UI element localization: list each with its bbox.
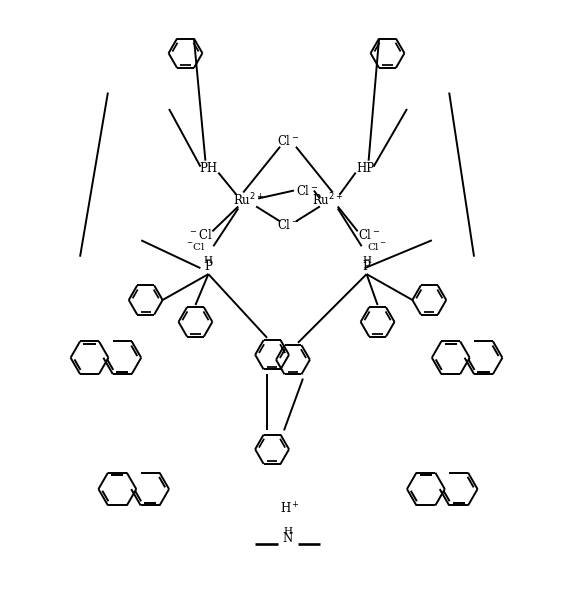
Text: Ru$^{2+}$: Ru$^{2+}$: [312, 192, 343, 209]
Text: Cl$^-$: Cl$^-$: [296, 184, 319, 197]
Text: Cl$^-$: Cl$^-$: [358, 228, 381, 242]
Text: PH: PH: [199, 162, 218, 175]
Text: $^{-}$Cl: $^{-}$Cl: [186, 241, 206, 252]
Text: Cl$^-$: Cl$^-$: [276, 134, 300, 148]
Text: P: P: [204, 260, 213, 273]
Text: N: N: [283, 532, 293, 545]
Text: HP: HP: [357, 162, 374, 175]
Text: Cl$^-$: Cl$^-$: [366, 241, 386, 252]
Text: H: H: [204, 256, 213, 265]
Text: Cl$^-$: Cl$^-$: [276, 218, 300, 233]
Text: H$^+$: H$^+$: [280, 501, 300, 517]
Text: $^-$Cl: $^-$Cl: [188, 228, 213, 242]
Text: P: P: [363, 260, 370, 273]
Text: Ru$^{2+}$: Ru$^{2+}$: [233, 192, 264, 209]
Text: H: H: [283, 527, 293, 536]
Text: H: H: [362, 256, 371, 265]
